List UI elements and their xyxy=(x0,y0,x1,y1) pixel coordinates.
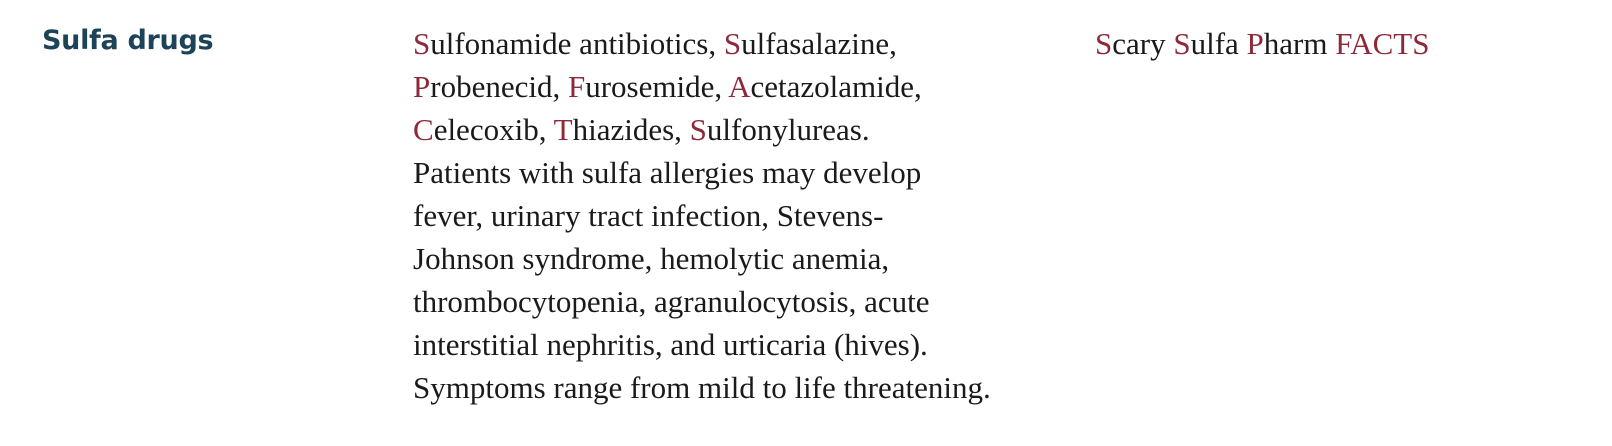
mnemonic-rest: ulfa xyxy=(1190,26,1247,61)
drug-name-rest: ulfonylureas. xyxy=(706,112,870,147)
section-heading: Sulfa drugs xyxy=(42,25,214,56)
drug-initial: T xyxy=(553,112,573,147)
drug-list-paragraph: Sulfonamide antibiotics, Sulfasalazine, … xyxy=(413,22,1113,151)
drug-name-rest: hiazides, xyxy=(572,112,690,147)
drug-name-rest: ulfonamide antibiotics, xyxy=(430,26,724,61)
drug-list-line: Celecoxib, Thiazides, Sulfonylureas. xyxy=(413,108,1113,151)
drug-name-rest: cetazolamide, xyxy=(750,69,922,104)
allergy-line: fever, urinary tract infection, Stevens- xyxy=(413,198,884,233)
mnemonic-initial: FACTS xyxy=(1335,26,1430,61)
drug-description: Sulfonamide antibiotics, Sulfasalazine, … xyxy=(413,22,1113,409)
mnemonic: Scary Sulfa Pharm FACTS xyxy=(1095,22,1429,65)
allergy-line: Johnson syndrome, hemolytic anemia, xyxy=(413,241,890,276)
mnemonic-initial: S xyxy=(1095,26,1113,61)
allergy-line: Patients with sulfa allergies may develo… xyxy=(413,155,922,190)
drug-name-rest: urosemide, xyxy=(585,69,729,104)
drug-list-line: Probenecid, Furosemide, Acetazolamide, xyxy=(413,65,1113,108)
drug-initial: S xyxy=(723,26,742,61)
allergy-line: interstitial nephritis, and urticaria (h… xyxy=(413,327,928,362)
mnemonic-rest: harm xyxy=(1263,26,1336,61)
drug-name-rest: elecoxib, xyxy=(433,112,554,147)
mnemonic-initial: P xyxy=(1246,26,1264,61)
drug-initial: S xyxy=(413,26,431,61)
drug-initial: A xyxy=(728,69,751,104)
drug-initial: P xyxy=(413,69,431,104)
drug-list-line: Sulfonamide antibiotics, Sulfasalazine, xyxy=(413,22,1113,65)
drug-initial: F xyxy=(567,69,586,104)
drug-name-rest: robenecid, xyxy=(430,69,568,104)
drug-initial: C xyxy=(413,112,434,147)
allergy-line: thrombocytopenia, agranulocytosis, acute xyxy=(413,284,930,319)
mnemonic-initial: S xyxy=(1173,26,1191,61)
drug-initial: S xyxy=(689,112,707,147)
mnemonic-rest: cary xyxy=(1112,26,1174,61)
drug-name-rest: ulfasalazine, xyxy=(741,26,897,61)
allergy-line: Symptoms range from mild to life threate… xyxy=(413,370,991,405)
allergy-paragraph: Patients with sulfa allergies may develo… xyxy=(413,151,1113,409)
